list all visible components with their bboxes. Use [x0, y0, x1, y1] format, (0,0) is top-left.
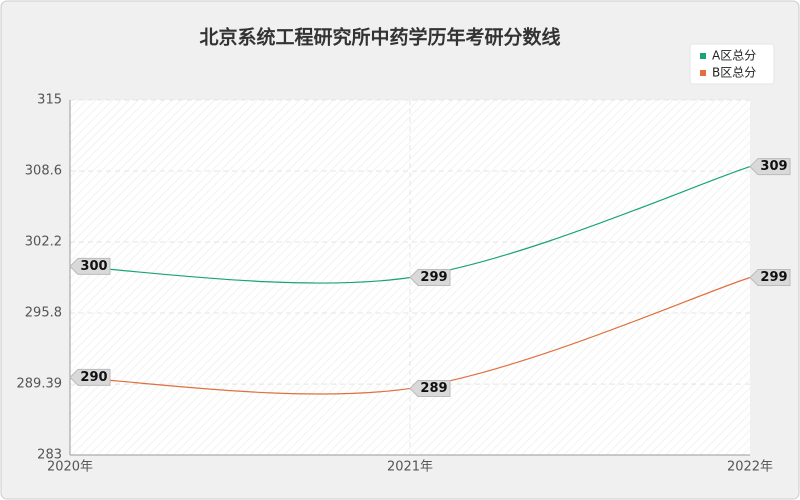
- legend-swatch: [700, 53, 706, 59]
- chart-title: 北京系统工程研究所中药学历年考研分数线: [199, 26, 560, 49]
- y-tick-label: 289.39: [17, 377, 63, 392]
- value-label: 300: [80, 259, 107, 274]
- legend-label: B区总分: [712, 66, 756, 80]
- x-tick-label: 2020年: [47, 460, 93, 475]
- value-label: 309: [760, 159, 787, 174]
- legend: [689, 43, 775, 85]
- value-label-box: [69, 257, 111, 275]
- x-tick-label: 2022年: [727, 460, 773, 475]
- value-label: 289: [420, 381, 447, 396]
- legend-label: A区总分: [712, 49, 756, 63]
- y-tick-label: 302.2: [25, 235, 62, 250]
- value-label-box: [69, 368, 111, 386]
- legend-swatch: [700, 70, 706, 76]
- x-tick-label: 2021年: [387, 460, 433, 475]
- value-label: 290: [80, 370, 107, 385]
- y-tick-label: 295.8: [25, 306, 62, 321]
- value-label-box: [409, 269, 451, 286]
- y-tick-label: 283: [37, 448, 62, 463]
- y-tick-label: 308.6: [25, 164, 62, 179]
- value-label: 299: [760, 270, 787, 285]
- y-tick-label: 315: [37, 93, 62, 108]
- value-label: 299: [420, 270, 447, 285]
- value-label-box: [409, 379, 451, 397]
- value-label-box: [749, 158, 791, 176]
- value-label-box: [749, 269, 791, 286]
